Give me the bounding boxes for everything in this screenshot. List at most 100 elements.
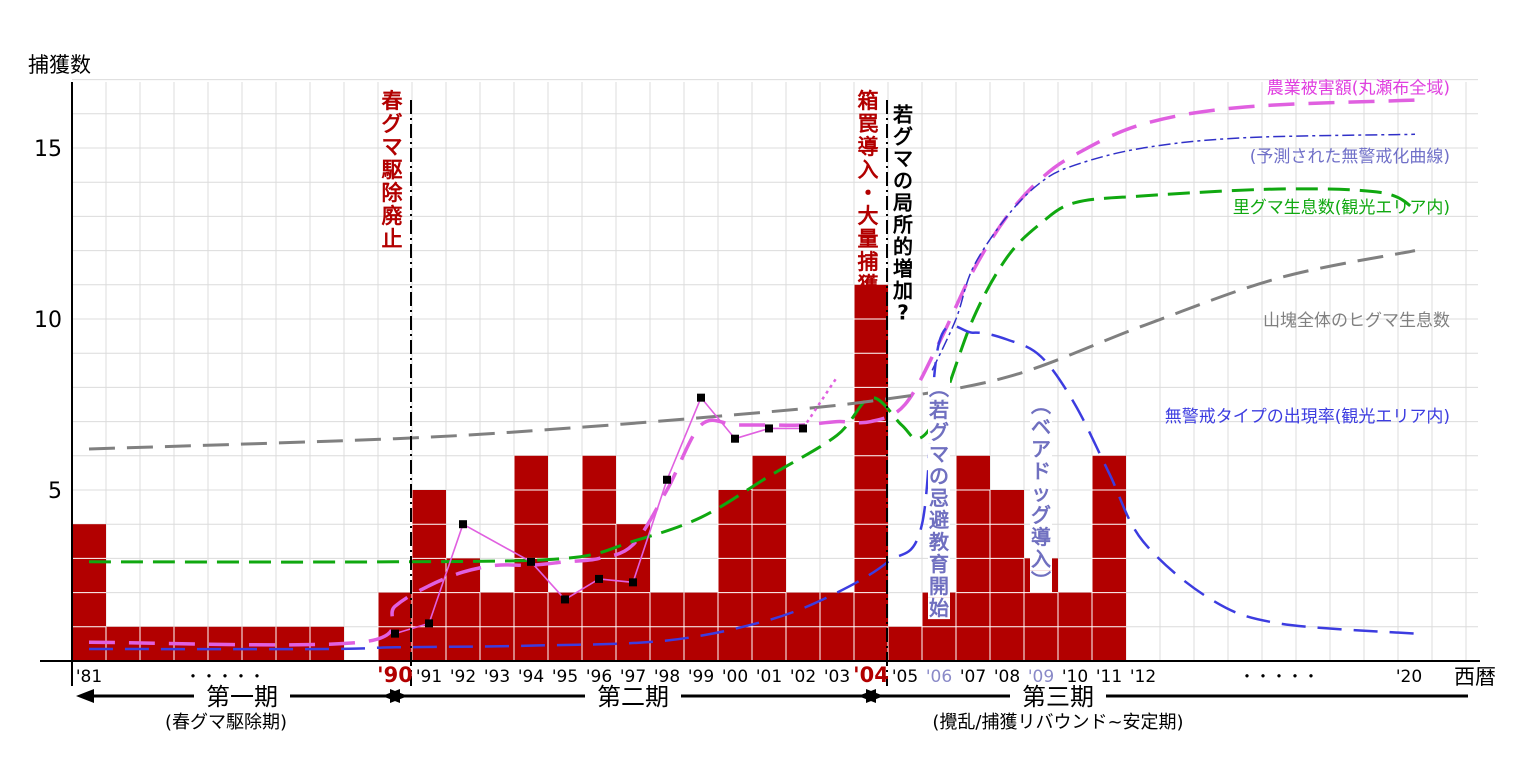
series-label: 農業被害額(丸瀬布全域) <box>1267 78 1450 98</box>
x-tick-label: '07 <box>960 667 986 687</box>
damage-projection-line <box>801 376 839 430</box>
annotation-char: グ <box>929 420 949 444</box>
x-tick-label: '01 <box>756 667 782 687</box>
annotation-char: 育 <box>929 552 949 576</box>
annotation-char: 忌 <box>929 486 949 510</box>
annotation-char: ︵ <box>929 376 949 400</box>
period-name-background <box>585 682 681 708</box>
annotation-char: グ <box>1031 503 1051 527</box>
y-tick-label: 15 <box>34 137 62 162</box>
annotation-char: 若 <box>928 398 949 422</box>
period-name-background <box>1010 682 1106 708</box>
bar <box>412 490 446 661</box>
damage-point <box>595 574 603 583</box>
annotation-char: 罠 <box>858 112 879 136</box>
annotation-background <box>928 465 950 488</box>
y-axis-label: 捕獲数 <box>28 53 91 77</box>
annotation-char: マ <box>893 147 913 171</box>
x-ellipsis: ・・・・・ <box>1239 667 1319 686</box>
x-tick-label: '05 <box>892 667 918 687</box>
annotation-char: 開 <box>929 574 949 598</box>
annotation-background <box>928 487 950 510</box>
annotation-char: グ <box>382 112 403 136</box>
x-ellipsis: ・・・・・ <box>185 667 265 686</box>
annotation-char: マ <box>382 135 403 159</box>
series-line <box>88 249 1416 451</box>
annotation-char: 局 <box>892 191 913 215</box>
x-tick-label: '91 <box>416 667 442 687</box>
x-tick-label: '81 <box>76 667 102 687</box>
damage-point <box>629 578 637 587</box>
damage-point <box>799 424 807 433</box>
x-tick-label: '94 <box>518 667 544 687</box>
damage-point <box>731 434 739 443</box>
annotation-background <box>1030 504 1052 527</box>
damage-point <box>459 520 467 529</box>
series-line <box>88 187 1416 564</box>
annotation-background <box>1030 394 1052 417</box>
damage-point <box>391 629 399 638</box>
period-arrow-left <box>76 689 94 703</box>
y-tick-label: 5 <box>48 479 62 504</box>
annotation-char: 導 <box>858 135 879 159</box>
annotation-background <box>928 399 950 422</box>
series-label: (予測された無警戒化曲線) <box>1250 147 1450 167</box>
annotation-char: 箱 <box>858 89 879 113</box>
damage-point <box>425 619 433 628</box>
annotation-char: の <box>893 169 913 193</box>
period-arrow-left <box>382 689 400 703</box>
annotation-char: ド <box>1031 459 1051 483</box>
x-axis-label: 西暦 <box>1454 665 1496 689</box>
annotation-char: ︶ <box>1031 569 1051 593</box>
period-subtitle: (攪乱/捕獲リバウンド~安定期) <box>932 712 1183 733</box>
bar <box>854 284 888 661</box>
annotation-background <box>928 531 950 554</box>
annotation-char: グ <box>893 125 913 149</box>
series-line <box>931 133 1416 371</box>
x-tick-label: '99 <box>688 667 714 687</box>
capture-bars <box>71 284 1126 661</box>
x-tick-label: '93 <box>484 667 510 687</box>
series-line <box>88 324 1416 651</box>
annotation-char: 的 <box>893 235 913 259</box>
annotation-char: の <box>929 464 949 488</box>
damage-point <box>561 595 569 604</box>
annotation-char: 入 <box>1031 547 1051 571</box>
annotation-char: 駆 <box>382 158 403 182</box>
annotation-char: ア <box>1031 437 1051 461</box>
x-tick-label: '03 <box>824 667 850 687</box>
period-subtitle: (春グマ駆除期) <box>165 712 287 733</box>
annotation-char: 大 <box>858 204 879 228</box>
annotation-char: 量 <box>858 227 879 251</box>
bar <box>990 490 1024 661</box>
annotation-background <box>928 597 950 620</box>
annotation-background <box>1030 416 1052 439</box>
annotation-char: ? <box>897 301 909 325</box>
series-label: 山塊全体のヒグマ生息数 <box>1263 311 1450 331</box>
annotation-char: 加 <box>892 279 913 303</box>
period-name: 第三期 <box>1022 683 1094 711</box>
annotation-background <box>1030 548 1052 571</box>
x-tick-label: '06 <box>926 667 952 687</box>
annotation-char: 教 <box>929 530 950 554</box>
bar <box>888 626 922 661</box>
annotation-background <box>928 443 950 466</box>
series-label: 無警戒タイプの出現率(観光エリア内) <box>1165 407 1450 427</box>
annotation-char: 除 <box>382 181 404 205</box>
annotation-background <box>928 421 950 444</box>
series-line <box>88 98 1416 647</box>
annotation-background <box>1030 570 1052 593</box>
annotation-background <box>928 377 950 400</box>
trend-lines <box>88 98 1416 651</box>
x-tick-label: '90 <box>377 663 413 687</box>
annotation-char: 所 <box>893 213 913 237</box>
annotation-char: 入 <box>858 158 879 182</box>
annotation-char: 始 <box>929 596 949 620</box>
x-tick-label: '92 <box>450 667 476 687</box>
damage-point <box>697 393 705 402</box>
